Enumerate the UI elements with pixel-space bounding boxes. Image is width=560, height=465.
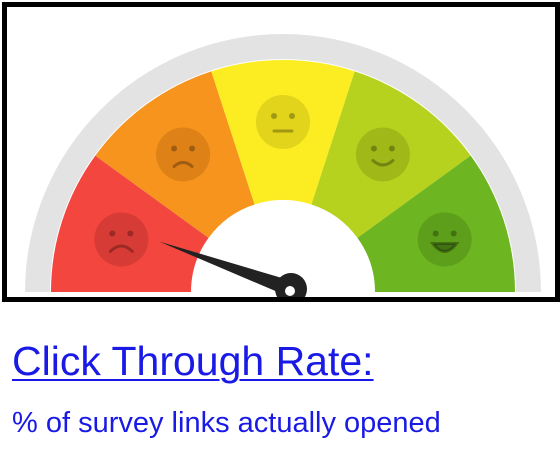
- gauge-faces: [94, 95, 472, 267]
- metric-description: % of survey links actually opened: [12, 407, 441, 439]
- smile-face-icon: [355, 127, 410, 182]
- satisfaction-gauge: [25, 34, 541, 297]
- neutral-face-icon: [256, 95, 310, 149]
- gauge-needle: [159, 241, 307, 297]
- gauge-needle-layer: [159, 241, 307, 297]
- grin-face-icon: [417, 212, 472, 267]
- sad-face-icon: [156, 127, 211, 182]
- needle-hub: [275, 273, 307, 297]
- gauge-frame: [2, 2, 560, 302]
- click-through-rate-link[interactable]: Click Through Rate:: [12, 338, 374, 384]
- very-sad-face-icon: [94, 212, 149, 267]
- needle-hub-center: [285, 286, 295, 296]
